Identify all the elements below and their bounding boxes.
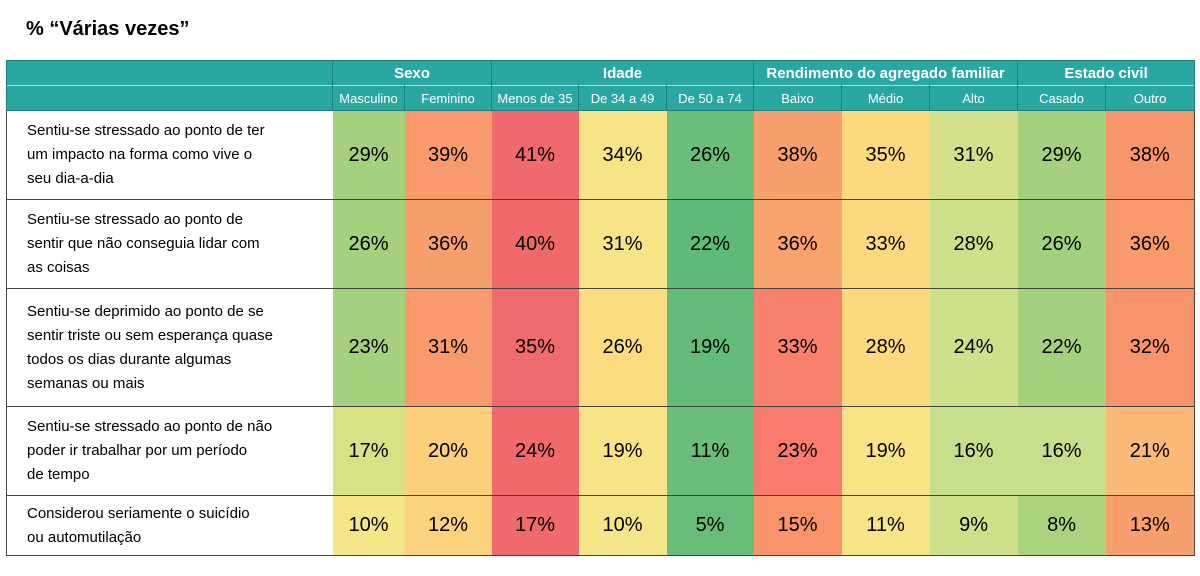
- row-label: Considerou seriamente o suicídio ou autom…: [6, 495, 333, 556]
- heatmap-cell: 12%: [404, 495, 492, 556]
- heatmap-table: Sexo Idade Rendimento do agregado famili…: [6, 60, 1196, 556]
- heatmap-cell: 34%: [578, 110, 667, 200]
- heatmap-cell: 29%: [332, 110, 405, 200]
- column-header-row: Masculino Feminino Menos de 35 De 34 a 4…: [6, 85, 1196, 111]
- heatmap-cell: 24%: [491, 406, 579, 496]
- heatmap-cell: 17%: [491, 495, 579, 556]
- heatmap-cell: 36%: [753, 199, 842, 289]
- group-header-estado-civil: Estado civil: [1017, 60, 1196, 86]
- heatmap-cell: 9%: [929, 495, 1018, 556]
- heatmap-cell: 11%: [666, 406, 754, 496]
- row-label-line: um impacto na forma como vive o: [27, 146, 253, 163]
- heatmap-cell: 35%: [841, 110, 930, 200]
- heatmap-cell: 19%: [578, 406, 667, 496]
- heatmap-cell: 40%: [491, 199, 579, 289]
- heatmap-cell: 22%: [1017, 288, 1106, 407]
- heatmap-cell: 28%: [841, 288, 930, 407]
- table-row: Sentiu-se deprimido ao ponto de se sentir…: [6, 288, 1196, 407]
- heatmap-cell: 22%: [666, 199, 754, 289]
- row-label-line: sentir triste ou sem esperança quase: [27, 326, 273, 344]
- group-header-rendimento: Rendimento do agregado familiar: [753, 60, 1019, 86]
- heatmap-cell: 23%: [332, 288, 405, 407]
- heatmap-body: Sentiu-se stressado ao ponto de ter um im…: [6, 110, 1196, 556]
- row-label-line: Considerou seriamente o suicídio: [27, 504, 250, 522]
- column-header: Masculino: [332, 85, 405, 111]
- column-header: Menos de 35: [491, 85, 580, 111]
- table-row: Considerou seriamente o suicídio ou autom…: [6, 495, 1196, 556]
- heatmap-cell: 8%: [1017, 495, 1106, 556]
- column-header: De 50 a 74: [666, 85, 755, 111]
- row-label: Sentiu-se stressado ao ponto de sentir qu…: [6, 199, 333, 289]
- heatmap-cell: 38%: [1105, 110, 1196, 200]
- row-label: Sentiu-se stressado ao ponto de ter um im…: [6, 110, 333, 200]
- table-row: Sentiu-se stressado ao ponto de sentir qu…: [6, 199, 1196, 289]
- heatmap-cell: 10%: [332, 495, 405, 556]
- heatmap-cell: 13%: [1105, 495, 1196, 556]
- heatmap-cell: 10%: [578, 495, 667, 556]
- row-label: Sentiu-se deprimido ao ponto de se sentir…: [6, 288, 333, 407]
- heatmap-cell: 36%: [1105, 199, 1196, 289]
- group-header-sexo: Sexo: [331, 60, 493, 86]
- heatmap-cell: 33%: [753, 288, 842, 407]
- heatmap-cell: 24%: [929, 288, 1018, 407]
- header-corner: [6, 60, 333, 86]
- heatmap-cell: 17%: [332, 406, 405, 496]
- heatmap-cell: 23%: [753, 406, 842, 496]
- heatmap-cell: 11%: [841, 495, 930, 556]
- heatmap-cell: 35%: [491, 288, 579, 407]
- heatmap-cell: 28%: [929, 199, 1018, 289]
- heatmap-cell: 33%: [841, 199, 930, 289]
- heatmap-cell: 20%: [404, 406, 492, 496]
- column-header: Baixo: [753, 85, 843, 111]
- group-header-row: Sexo Idade Rendimento do agregado famili…: [6, 60, 1196, 86]
- column-header: Alto: [929, 85, 1019, 111]
- header-corner-sub: [6, 85, 333, 111]
- column-header: Outro: [1105, 85, 1196, 111]
- column-header: De 34 a 49: [578, 85, 668, 111]
- heatmap-cell: 16%: [929, 406, 1018, 496]
- heatmap-cell: 15%: [753, 495, 842, 556]
- row-label-line: ou automutilação: [27, 528, 142, 546]
- heatmap-cell: 31%: [929, 110, 1018, 200]
- column-header: Feminino: [403, 85, 493, 111]
- heatmap-cell: 19%: [666, 288, 754, 407]
- heatmap-cell: 16%: [1017, 406, 1106, 496]
- row-label: Sentiu-se stressado ao ponto de não poder…: [6, 406, 333, 496]
- row-label-line: semanas ou mais: [27, 374, 145, 392]
- heatmap-cell: 26%: [666, 110, 754, 200]
- row-label-line: Sentiu-se stressado ao ponto de não: [27, 418, 273, 435]
- row-label-line: todos os dias durante algumas: [27, 350, 232, 368]
- heatmap-cell: 36%: [404, 199, 492, 289]
- heatmap-cell: 32%: [1105, 288, 1196, 407]
- row-label-line: Sentiu-se deprimido ao ponto de se: [27, 302, 264, 320]
- row-label-line: poder ir trabalhar por um período: [27, 442, 248, 459]
- heatmap-cell: 5%: [666, 495, 754, 556]
- column-header: Médio: [841, 85, 931, 111]
- row-label-line: as coisas: [27, 259, 90, 276]
- row-label-line: de tempo: [27, 466, 90, 483]
- chart-title: % “Várias vezes”: [26, 18, 190, 40]
- row-label-line: seu dia-a-dia: [27, 170, 114, 187]
- heatmap-cell: 26%: [332, 199, 405, 289]
- row-label-line: Sentiu-se stressado ao ponto de: [27, 211, 243, 228]
- heatmap-cell: 41%: [491, 110, 579, 200]
- heatmap-cell: 39%: [404, 110, 492, 200]
- heatmap-cell: 19%: [841, 406, 930, 496]
- table-row: Sentiu-se stressado ao ponto de ter um im…: [6, 110, 1196, 200]
- heatmap-cell: 38%: [753, 110, 842, 200]
- column-header: Casado: [1017, 85, 1107, 111]
- heatmap-cell: 26%: [1017, 199, 1106, 289]
- row-label-line: sentir que não conseguia lidar com: [27, 235, 260, 252]
- group-header-idade: Idade: [491, 60, 755, 86]
- heatmap-cell: 31%: [578, 199, 667, 289]
- heatmap-cell: 26%: [578, 288, 667, 407]
- table-row: Sentiu-se stressado ao ponto de não poder…: [6, 406, 1196, 496]
- heatmap-cell: 29%: [1017, 110, 1106, 200]
- heatmap-cell: 21%: [1105, 406, 1196, 496]
- heatmap-cell: 31%: [404, 288, 492, 407]
- row-label-line: Sentiu-se stressado ao ponto de ter: [27, 122, 265, 139]
